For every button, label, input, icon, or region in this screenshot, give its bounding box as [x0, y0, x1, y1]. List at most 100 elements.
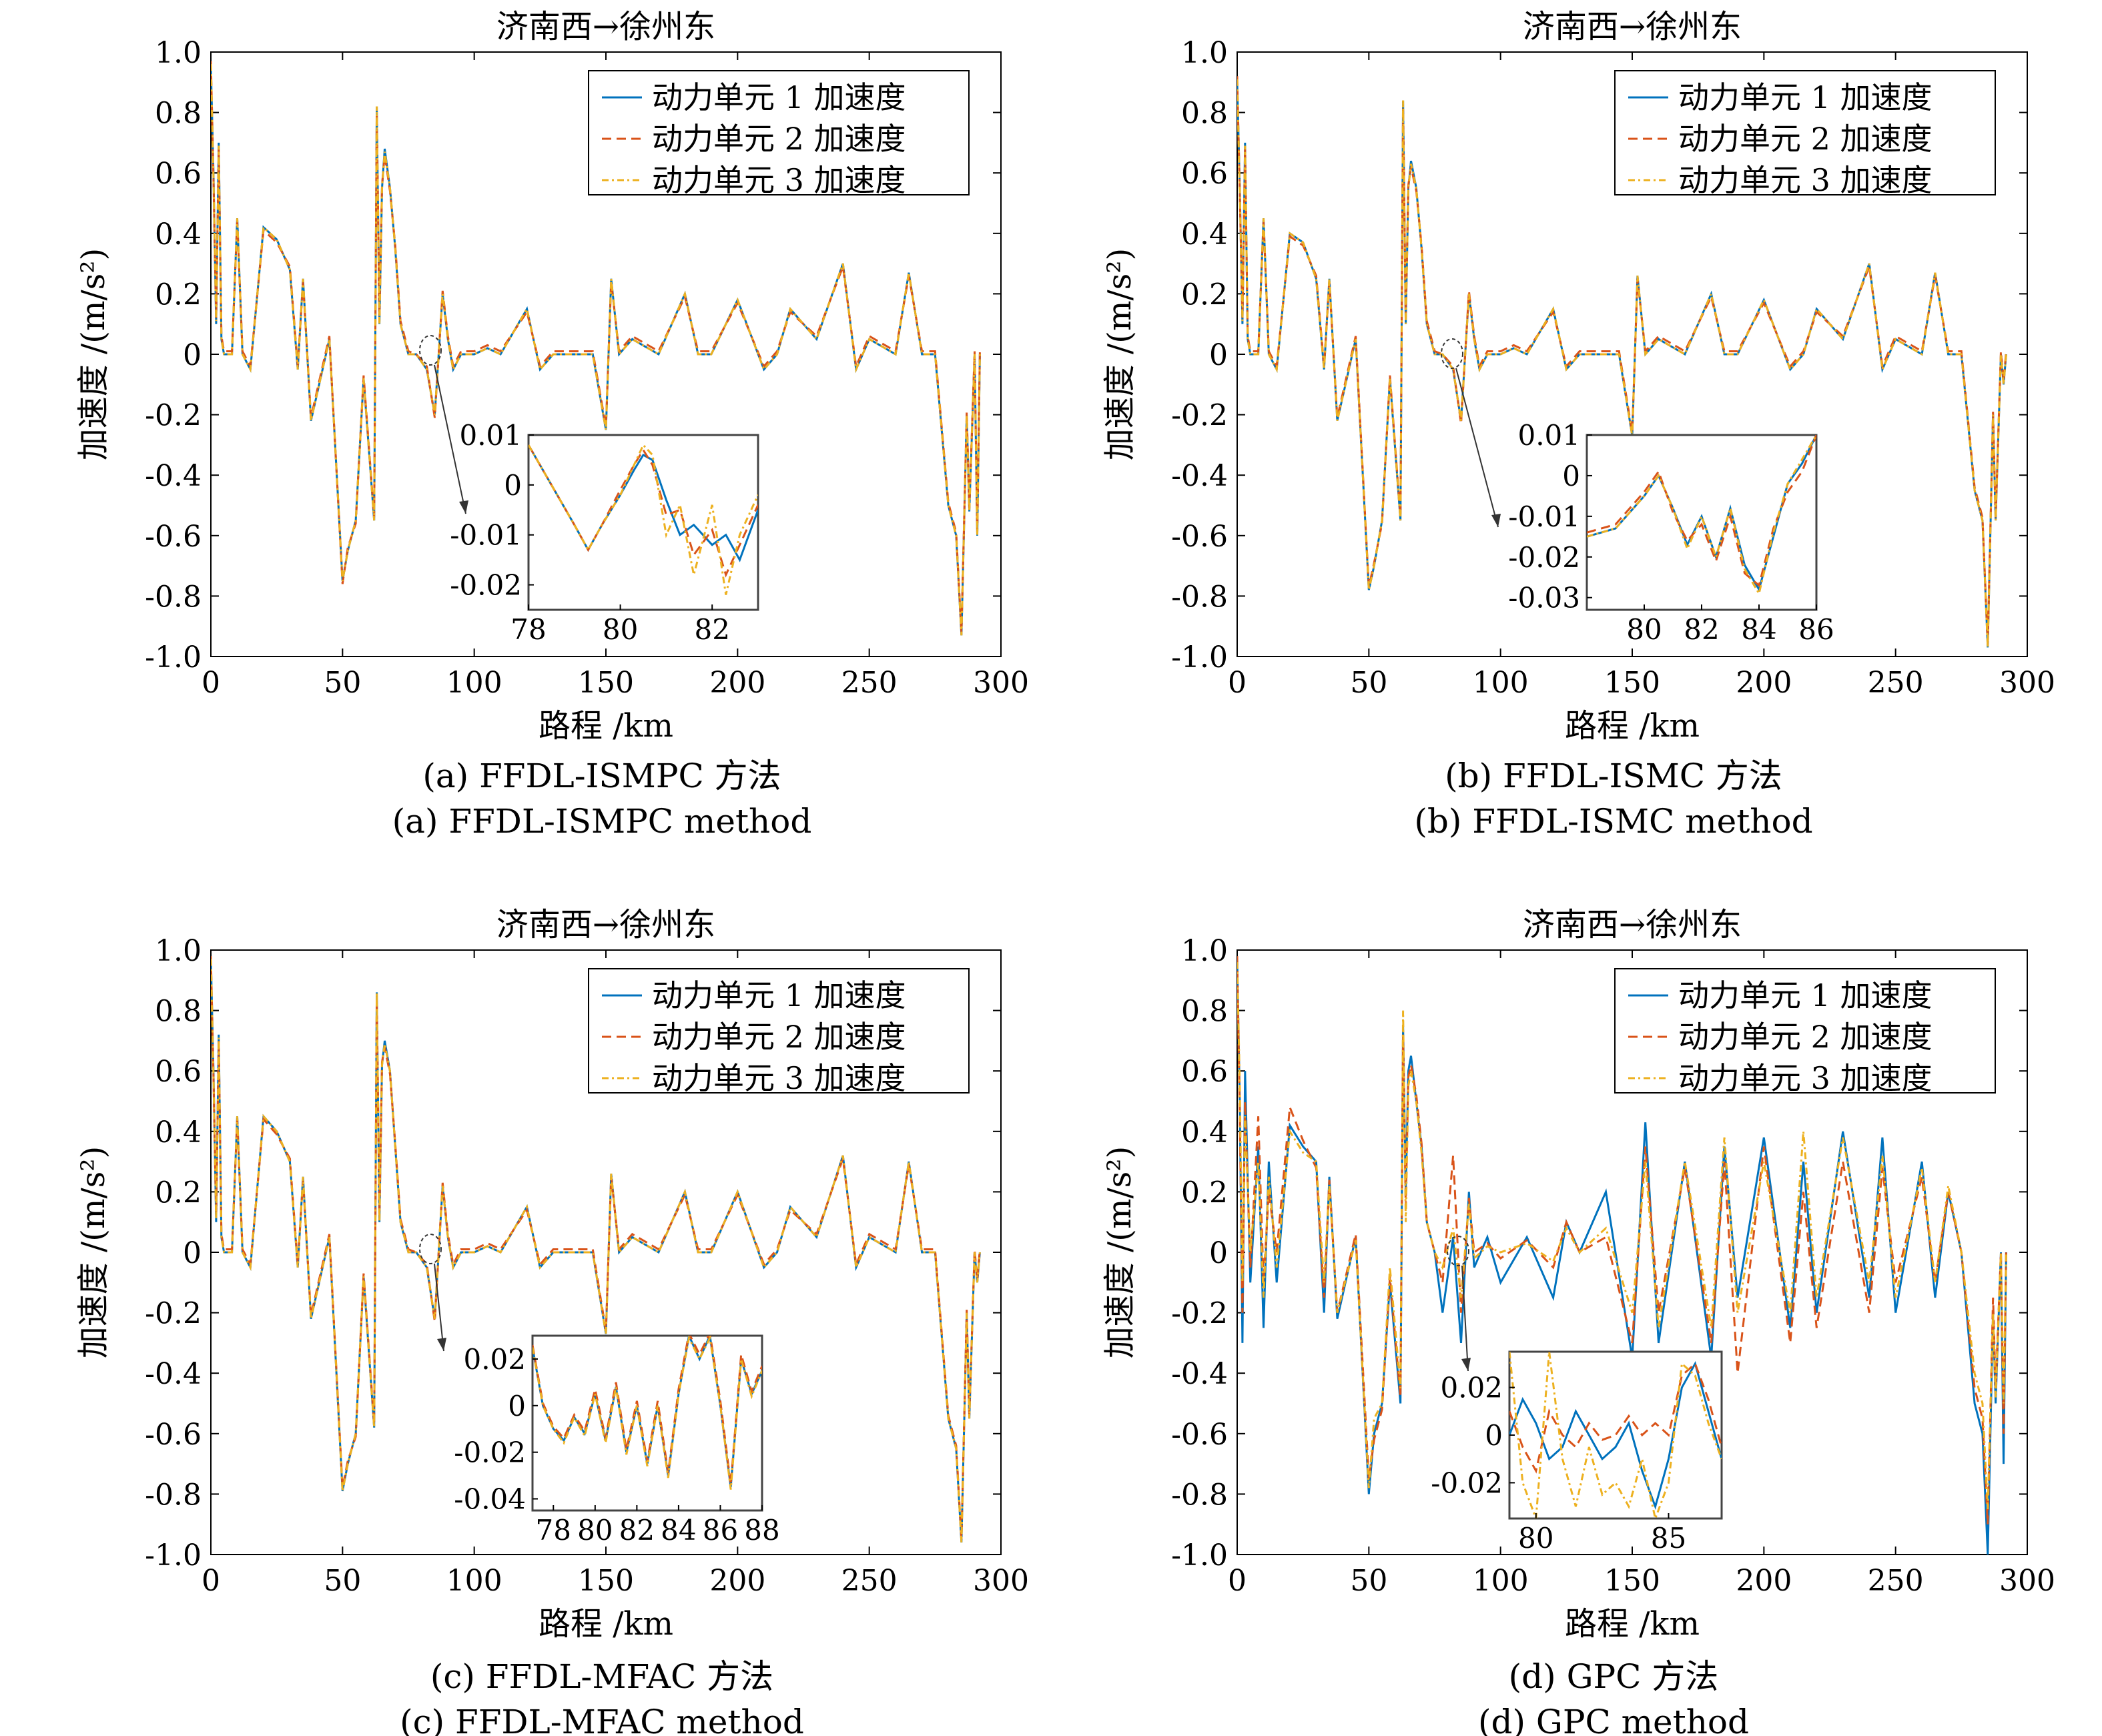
zoom-marker — [419, 1234, 442, 1264]
y-axis-label: 加速度 /(m/s²) — [1101, 248, 1138, 460]
caption-a-en: (a) FFDL-ISMPC method — [392, 802, 812, 841]
inset-x-tick-label: 82 — [619, 1514, 655, 1547]
y-tick-label: -1.0 — [145, 1539, 202, 1573]
inset-y-tick-label: 0.02 — [1440, 1372, 1503, 1404]
y-tick-label: 0.6 — [1181, 157, 1228, 191]
zoom-arrowhead — [437, 1338, 446, 1351]
y-tick-label: 0.8 — [1181, 995, 1228, 1029]
x-tick-label: 50 — [1350, 1564, 1387, 1598]
inset-series-line-3 — [1509, 1352, 1722, 1518]
x-tick-label: 100 — [1473, 666, 1529, 700]
legend-label-2: 动力单元 2 加速度 — [652, 1019, 906, 1055]
y-tick-label: -1.0 — [145, 640, 202, 675]
inset-x-tick-label: 82 — [1684, 613, 1719, 646]
legend-label-1: 动力单元 1 加速度 — [652, 79, 906, 115]
y-tick-label: 0.8 — [155, 995, 202, 1029]
y-tick-label: 0.8 — [155, 97, 202, 131]
inset-area — [527, 434, 759, 611]
x-tick-label: 100 — [1473, 1564, 1529, 1598]
x-axis-label: 路程 /km — [539, 707, 673, 745]
inset-x-tick-label: 86 — [1798, 613, 1834, 646]
inset-series-line-2 — [1509, 1362, 1722, 1474]
inset-series-line-3 — [529, 443, 758, 595]
inset-x-tick-label: 80 — [1626, 613, 1662, 646]
x-tick-label: 150 — [1604, 1564, 1660, 1598]
y-tick-label: -0.6 — [1171, 520, 1228, 554]
chart-title: 济南西→徐州东 — [496, 906, 715, 943]
series-line-2 — [211, 956, 981, 1540]
inset-y-tick-label: 0 — [508, 1390, 526, 1422]
inset-x-tick-label: 84 — [1741, 613, 1776, 646]
legend-label-3: 动力单元 3 加速度 — [652, 162, 906, 198]
y-tick-label: -0.8 — [145, 580, 202, 614]
y-tick-label: 0.2 — [155, 1176, 202, 1210]
zoom-arrow — [434, 364, 466, 514]
caption-c-cn: (c) FFDL-MFAC 方法 — [430, 1657, 773, 1696]
zoom-arrow — [434, 1263, 444, 1352]
legend-box — [1614, 968, 1996, 1094]
y-tick-label: 0 — [1209, 1236, 1228, 1270]
caption-b-cn: (b) FFDL-ISMC 方法 — [1445, 757, 1782, 795]
inset-y-tick-label: -0.04 — [454, 1483, 526, 1516]
x-tick-label: 50 — [1350, 666, 1387, 700]
inset-x-tick-label: 78 — [536, 1514, 571, 1547]
legend-label-1: 动力单元 1 加速度 — [652, 977, 906, 1013]
legend-box — [588, 70, 970, 195]
x-tick-label: 150 — [578, 1564, 634, 1598]
y-tick-label: 0.6 — [155, 157, 202, 191]
inset-x-tick-label: 84 — [661, 1514, 696, 1547]
legend-label-1: 动力单元 1 加速度 — [1678, 79, 1933, 115]
inset-y-tick-label: -0.02 — [450, 569, 522, 602]
legend-box — [588, 968, 970, 1094]
x-tick-label: 250 — [841, 1564, 898, 1598]
x-tick-label: 0 — [202, 1564, 220, 1598]
x-tick-label: 300 — [973, 1564, 1029, 1598]
legend-label-3: 动力单元 3 加速度 — [1678, 1060, 1933, 1096]
zoom-arrowhead — [1491, 514, 1501, 527]
y-tick-label: -0.2 — [1171, 1297, 1228, 1331]
y-tick-label: 0 — [183, 1236, 202, 1270]
y-tick-label: 0.4 — [155, 1116, 202, 1150]
y-tick-label: 1.0 — [1181, 934, 1228, 968]
y-tick-label: 0.6 — [155, 1055, 202, 1089]
y-tick-label: 0.2 — [155, 278, 202, 312]
x-tick-label: 100 — [446, 666, 502, 700]
y-tick-label: 1.0 — [1181, 36, 1228, 70]
inset-series-line-3 — [1587, 435, 1816, 596]
legend-label-3: 动力单元 3 加速度 — [1678, 162, 1933, 198]
y-tick-label: 1.0 — [155, 934, 202, 968]
y-tick-label: -0.4 — [1171, 1357, 1228, 1391]
y-axis-label: 加速度 /(m/s²) — [75, 1146, 112, 1358]
inset-x-tick-label: 85 — [1651, 1522, 1686, 1555]
inset-y-tick-label: 0 — [1485, 1419, 1503, 1452]
inset-y-tick-label: 0.01 — [459, 419, 522, 452]
panel-d: 济南西→徐州东 1.0 0.8 0.6 0.4 0.2 0 -0.2 -0.4 -0.6 -0.8 -… — [1101, 906, 2055, 1643]
inset-x-tick-label: 78 — [510, 613, 546, 646]
x-tick-label: 0 — [1228, 666, 1247, 700]
legend-label-1: 动力单元 1 加速度 — [1678, 977, 1933, 1013]
y-tick-label: -0.2 — [1171, 399, 1228, 433]
x-tick-label: 300 — [973, 666, 1029, 700]
y-tick-label: 0.6 — [1181, 1055, 1228, 1089]
inset-x-tick-label: 80 — [603, 613, 638, 646]
inset-y-tick-label: 0 — [1562, 460, 1580, 492]
caption-b-en: (b) FFDL-ISMC method — [1414, 802, 1812, 841]
inset-y-tick-label: 0 — [504, 469, 522, 502]
x-tick-label: 200 — [1736, 666, 1792, 700]
x-tick-label: 250 — [1868, 1564, 1924, 1598]
zoom-marker — [419, 335, 442, 366]
inset-x-tick-label: 80 — [1518, 1522, 1553, 1555]
legend-label-3: 动力单元 3 加速度 — [652, 1060, 906, 1096]
y-tick-label: 0 — [183, 338, 202, 372]
x-tick-label: 300 — [1999, 1564, 2055, 1598]
panel-b: 济南西→徐州东 1.0 0.8 0.6 0.4 0.2 0 -0.2 -0.4 -0.6 -0.8 -… — [1101, 8, 2055, 745]
series-line-3 — [211, 64, 981, 636]
inset-y-tick-label: -0.01 — [1508, 500, 1580, 533]
y-tick-label: -0.8 — [1171, 1478, 1228, 1512]
x-tick-label: 300 — [1999, 666, 2055, 700]
y-tick-label: -0.2 — [145, 399, 202, 433]
x-tick-label: 50 — [324, 1564, 361, 1598]
x-tick-label: 200 — [709, 666, 765, 700]
y-tick-label: 0.2 — [1181, 278, 1228, 312]
zoom-arrowhead — [459, 500, 468, 514]
